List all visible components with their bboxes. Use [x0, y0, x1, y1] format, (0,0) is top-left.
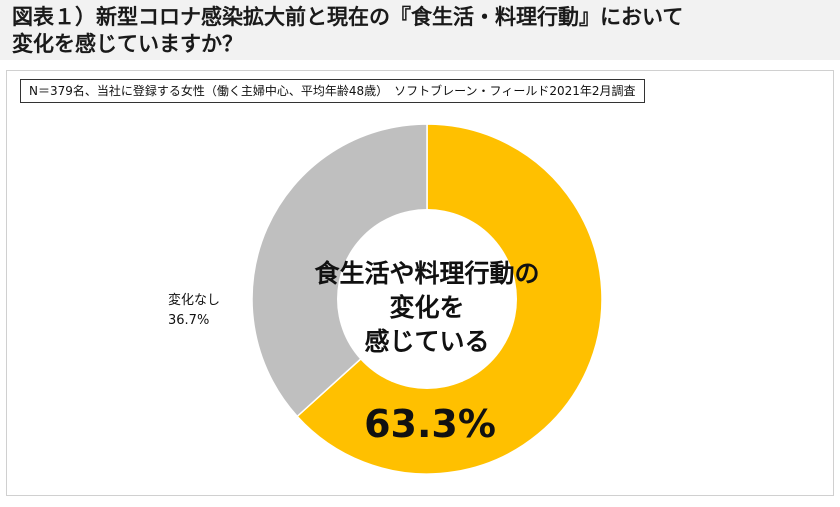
donut-hole: [337, 209, 517, 389]
side-label-name: 変化なし: [168, 292, 220, 308]
center-label-line-2: 変化を: [389, 293, 464, 322]
side-label-value: 36.7%: [168, 313, 209, 328]
donut-slice-2: [251, 123, 428, 418]
main-value-label: 63.3%: [364, 402, 496, 446]
center-label-line-3: 感じている: [364, 327, 489, 356]
survey-note: N＝379名、当社に登録する女性（働く主婦中心、平均年齢48歳） ソフトブレーン…: [20, 79, 645, 103]
chart-title-line-1: 図表１）新型コロナ感染拡大前と現在の『食生活・料理行動』において: [12, 5, 684, 29]
center-label-line-1: 食生活や料理行動の: [314, 259, 539, 288]
chart-title-line-2: 変化を感じていますか？: [12, 32, 243, 56]
header-bar: 図表１）新型コロナ感染拡大前と現在の『食生活・料理行動』において 変化を感じてい…: [0, 0, 840, 60]
